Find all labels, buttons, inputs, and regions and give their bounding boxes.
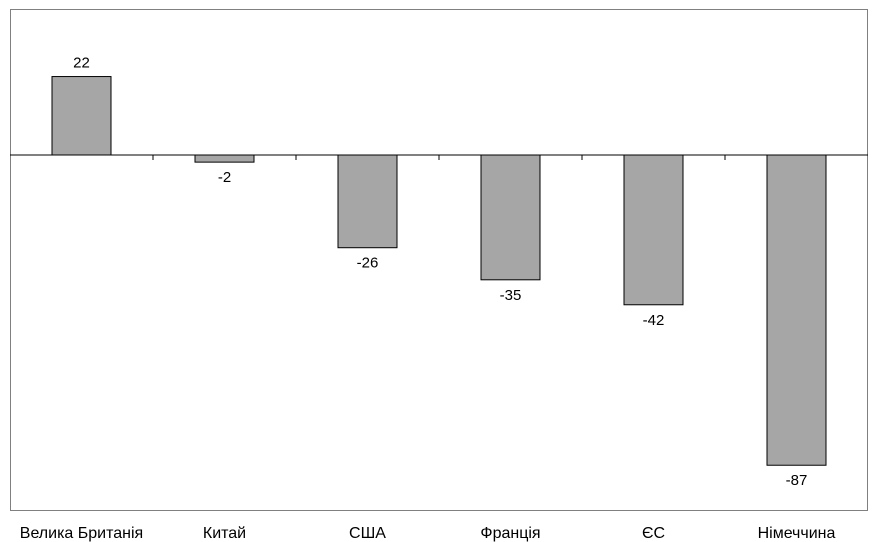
bar — [337, 154, 398, 249]
bar-value-label: -35 — [500, 287, 522, 304]
category-label: Німеччина — [758, 525, 836, 542]
bar — [51, 76, 112, 156]
bar — [194, 154, 255, 163]
category-label: США — [349, 525, 386, 542]
category-label: Франція — [480, 525, 540, 542]
category-label: Велика Британія — [20, 525, 143, 542]
category-label: Китай — [203, 525, 246, 542]
category-labels-group: Велика Британія Китай США Франція ЄС Німеччин… — [20, 525, 836, 542]
bar — [623, 154, 684, 306]
category-label: ЄС — [642, 525, 665, 542]
bars-group — [51, 76, 827, 466]
bar-value-label: -87 — [786, 472, 808, 489]
value-labels-group: 22 -2 -26 -35 -42 -87 — [73, 55, 807, 490]
bar — [766, 154, 827, 466]
bar-value-label: -42 — [643, 312, 665, 329]
x-axis-ticks — [152, 155, 726, 160]
bar — [480, 154, 541, 281]
bar-value-label: 22 — [73, 55, 90, 72]
plot-area-frame — [10, 9, 868, 511]
bar-value-label: -2 — [218, 169, 231, 186]
bar-value-label: -26 — [357, 255, 379, 272]
